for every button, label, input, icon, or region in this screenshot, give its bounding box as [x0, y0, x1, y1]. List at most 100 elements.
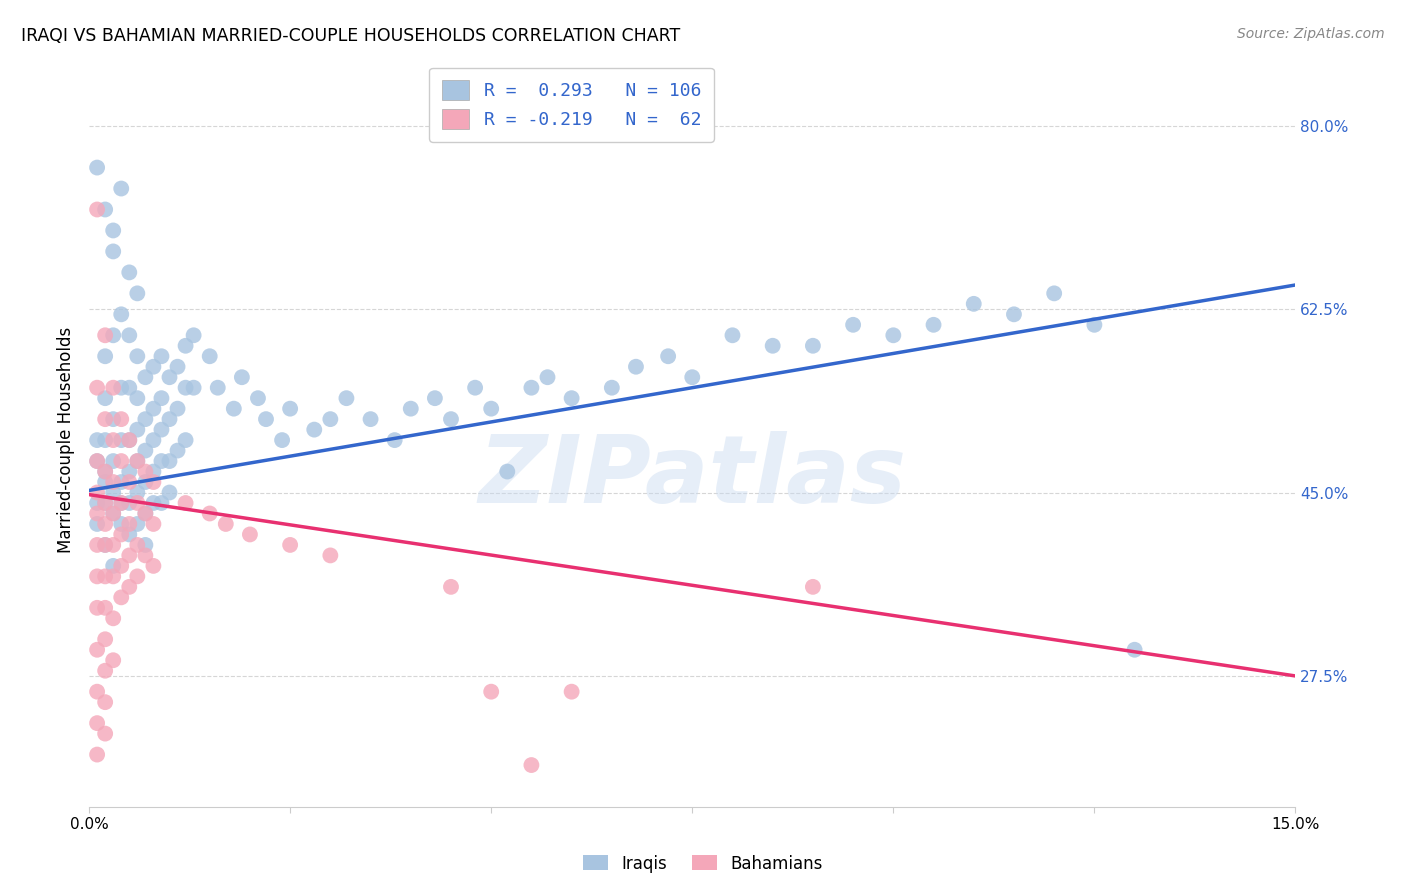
Point — [94, 465, 117, 479]
Point — [94, 391, 117, 405]
Point — [103, 558, 125, 573]
Point — [86, 716, 108, 731]
Point — [159, 370, 181, 384]
Point — [94, 412, 117, 426]
Point — [198, 507, 221, 521]
Point — [94, 349, 117, 363]
Point — [86, 600, 108, 615]
Point — [86, 454, 108, 468]
Text: IRAQI VS BAHAMIAN MARRIED-COUPLE HOUSEHOLDS CORRELATION CHART: IRAQI VS BAHAMIAN MARRIED-COUPLE HOUSEHO… — [21, 27, 681, 45]
Point — [127, 349, 149, 363]
Point — [94, 496, 117, 510]
Point — [110, 496, 132, 510]
Point — [1002, 307, 1025, 321]
Point — [110, 591, 132, 605]
Point — [94, 632, 117, 647]
Point — [110, 181, 132, 195]
Point — [94, 600, 117, 615]
Point — [762, 339, 785, 353]
Point — [127, 454, 149, 468]
Point — [86, 161, 108, 175]
Text: Source: ZipAtlas.com: Source: ZipAtlas.com — [1237, 27, 1385, 41]
Point — [134, 465, 156, 479]
Point — [174, 496, 197, 510]
Point — [319, 412, 342, 426]
Point — [183, 381, 205, 395]
Point — [142, 558, 165, 573]
Point — [150, 391, 173, 405]
Point — [801, 339, 824, 353]
Point — [278, 538, 301, 552]
Point — [278, 401, 301, 416]
Point — [127, 485, 149, 500]
Point — [127, 423, 149, 437]
Point — [721, 328, 744, 343]
Point — [103, 485, 125, 500]
Point — [142, 475, 165, 489]
Point — [360, 412, 382, 426]
Point — [86, 516, 108, 531]
Point — [384, 433, 406, 447]
Point — [142, 359, 165, 374]
Point — [142, 401, 165, 416]
Point — [174, 339, 197, 353]
Point — [127, 516, 149, 531]
Point — [86, 538, 108, 552]
Point — [150, 454, 173, 468]
Point — [110, 433, 132, 447]
Point — [222, 401, 245, 416]
Point — [440, 580, 463, 594]
Point — [681, 370, 703, 384]
Point — [174, 433, 197, 447]
Point — [127, 454, 149, 468]
Point — [423, 391, 446, 405]
Point — [657, 349, 679, 363]
Point — [479, 401, 502, 416]
Point — [134, 475, 156, 489]
Point — [118, 433, 141, 447]
Point — [110, 558, 132, 573]
Point — [118, 475, 141, 489]
Point — [207, 381, 229, 395]
Point — [118, 496, 141, 510]
Point — [479, 684, 502, 698]
Point — [86, 485, 108, 500]
Point — [86, 747, 108, 762]
Legend: R =  0.293   N = 106, R = -0.219   N =  62: R = 0.293 N = 106, R = -0.219 N = 62 — [429, 68, 714, 142]
Point — [174, 381, 197, 395]
Text: ZIPatlas: ZIPatlas — [478, 431, 907, 523]
Point — [110, 516, 132, 531]
Point — [520, 758, 543, 772]
Point — [118, 381, 141, 395]
Point — [127, 391, 149, 405]
Point — [118, 516, 141, 531]
Point — [882, 328, 904, 343]
Point — [134, 549, 156, 563]
Point — [94, 328, 117, 343]
Point — [134, 538, 156, 552]
Point — [159, 485, 181, 500]
Point — [94, 475, 117, 489]
Point — [319, 549, 342, 563]
Point — [142, 496, 165, 510]
Point — [94, 726, 117, 740]
Point — [134, 443, 156, 458]
Point — [94, 516, 117, 531]
Point — [103, 223, 125, 237]
Point — [399, 401, 422, 416]
Point — [86, 454, 108, 468]
Point — [103, 454, 125, 468]
Point — [110, 307, 132, 321]
Point — [335, 391, 357, 405]
Point — [94, 695, 117, 709]
Point — [118, 580, 141, 594]
Point — [110, 454, 132, 468]
Point — [134, 507, 156, 521]
Point — [110, 527, 132, 541]
Point — [183, 328, 205, 343]
Point — [86, 507, 108, 521]
Point — [1123, 642, 1146, 657]
Point — [134, 507, 156, 521]
Point — [127, 496, 149, 510]
Point — [118, 328, 141, 343]
